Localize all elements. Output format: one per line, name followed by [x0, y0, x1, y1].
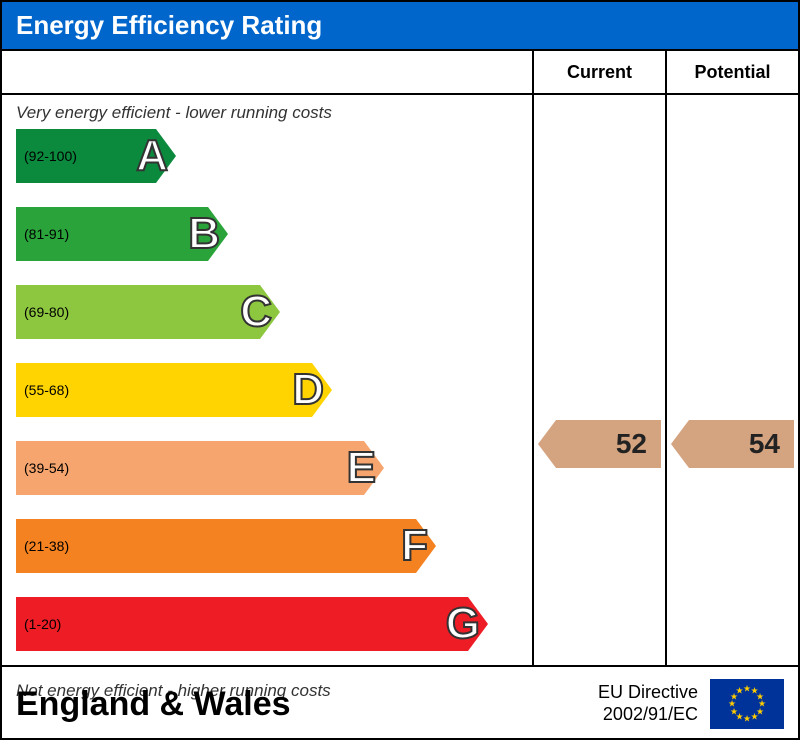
current-score-column: 52: [534, 95, 665, 665]
band-bar-f: (21-38) F: [16, 519, 436, 573]
column-headers: Current Potential: [2, 51, 798, 95]
band-range-label: (21-38): [24, 538, 69, 554]
epc-chart: Energy Efficiency Rating Current Potenti…: [0, 0, 800, 740]
band-bar-c: (69-80) C: [16, 285, 280, 339]
band-range-label: (55-68): [24, 382, 69, 398]
header-potential: Potential: [665, 51, 798, 93]
band-row-a: (92-100) A: [2, 129, 532, 201]
band-shape: (21-38): [16, 519, 436, 573]
eu-stars: ★★★★★★★★★★★★: [729, 686, 765, 722]
band-bar-b: (81-91) B: [16, 207, 228, 261]
footer-region: England & Wales: [16, 685, 598, 724]
band-bar-e: (39-54) E: [16, 441, 384, 495]
band-letter: D: [292, 365, 324, 415]
bands-host: (92-100) A (81-91) B (69-80) C (55-68) D (39-54)…: [2, 129, 532, 669]
band-range-label: (69-80): [24, 304, 69, 320]
eu-star-icon: ★: [735, 686, 743, 697]
band-bar-d: (55-68) D: [16, 363, 332, 417]
directive-line2: 2002/91/EC: [598, 704, 698, 726]
band-row-d: (55-68) D: [2, 363, 532, 435]
header-spacer: [2, 51, 532, 93]
band-row-e: (39-54) E: [2, 441, 532, 513]
band-shape: (39-54): [16, 441, 384, 495]
eu-flag: ★★★★★★★★★★★★: [710, 679, 784, 729]
band-letter: E: [347, 443, 376, 493]
potential-score-arrow: 54: [671, 420, 794, 468]
band-range-label: (39-54): [24, 460, 69, 476]
potential-score-column: 54: [667, 95, 798, 665]
band-letter: G: [446, 599, 480, 649]
band-row-g: (1-20) G: [2, 597, 532, 669]
band-row-c: (69-80) C: [2, 285, 532, 357]
header-current: Current: [532, 51, 665, 93]
band-range-label: (81-91): [24, 226, 69, 242]
band-range-label: (92-100): [24, 148, 77, 164]
chart-footer: England & Wales EU Directive 2002/91/EC …: [2, 665, 798, 741]
eu-star-icon: ★: [750, 711, 758, 722]
current-score-arrow: 52: [538, 420, 661, 468]
chart-body: Very energy efficient - lower running co…: [2, 95, 798, 665]
band-shape: (1-20): [16, 597, 488, 651]
band-bar-g: (1-20) G: [16, 597, 488, 651]
eu-star-icon: ★: [743, 714, 751, 725]
band-row-b: (81-91) B: [2, 207, 532, 279]
band-bar-a: (92-100) A: [16, 129, 176, 183]
footer-directive: EU Directive 2002/91/EC: [598, 682, 698, 725]
band-letter: F: [401, 521, 428, 571]
subtitle-top: Very energy efficient - lower running co…: [2, 99, 532, 129]
band-letter: B: [188, 209, 220, 259]
band-range-label: (1-20): [24, 616, 61, 632]
chart-title: Energy Efficiency Rating: [2, 2, 798, 51]
band-row-f: (21-38) F: [2, 519, 532, 591]
directive-line1: EU Directive: [598, 682, 698, 704]
bands-column: Very energy efficient - lower running co…: [2, 95, 532, 665]
band-shape: (55-68): [16, 363, 332, 417]
band-letter: A: [136, 131, 168, 181]
band-letter: C: [240, 287, 272, 337]
